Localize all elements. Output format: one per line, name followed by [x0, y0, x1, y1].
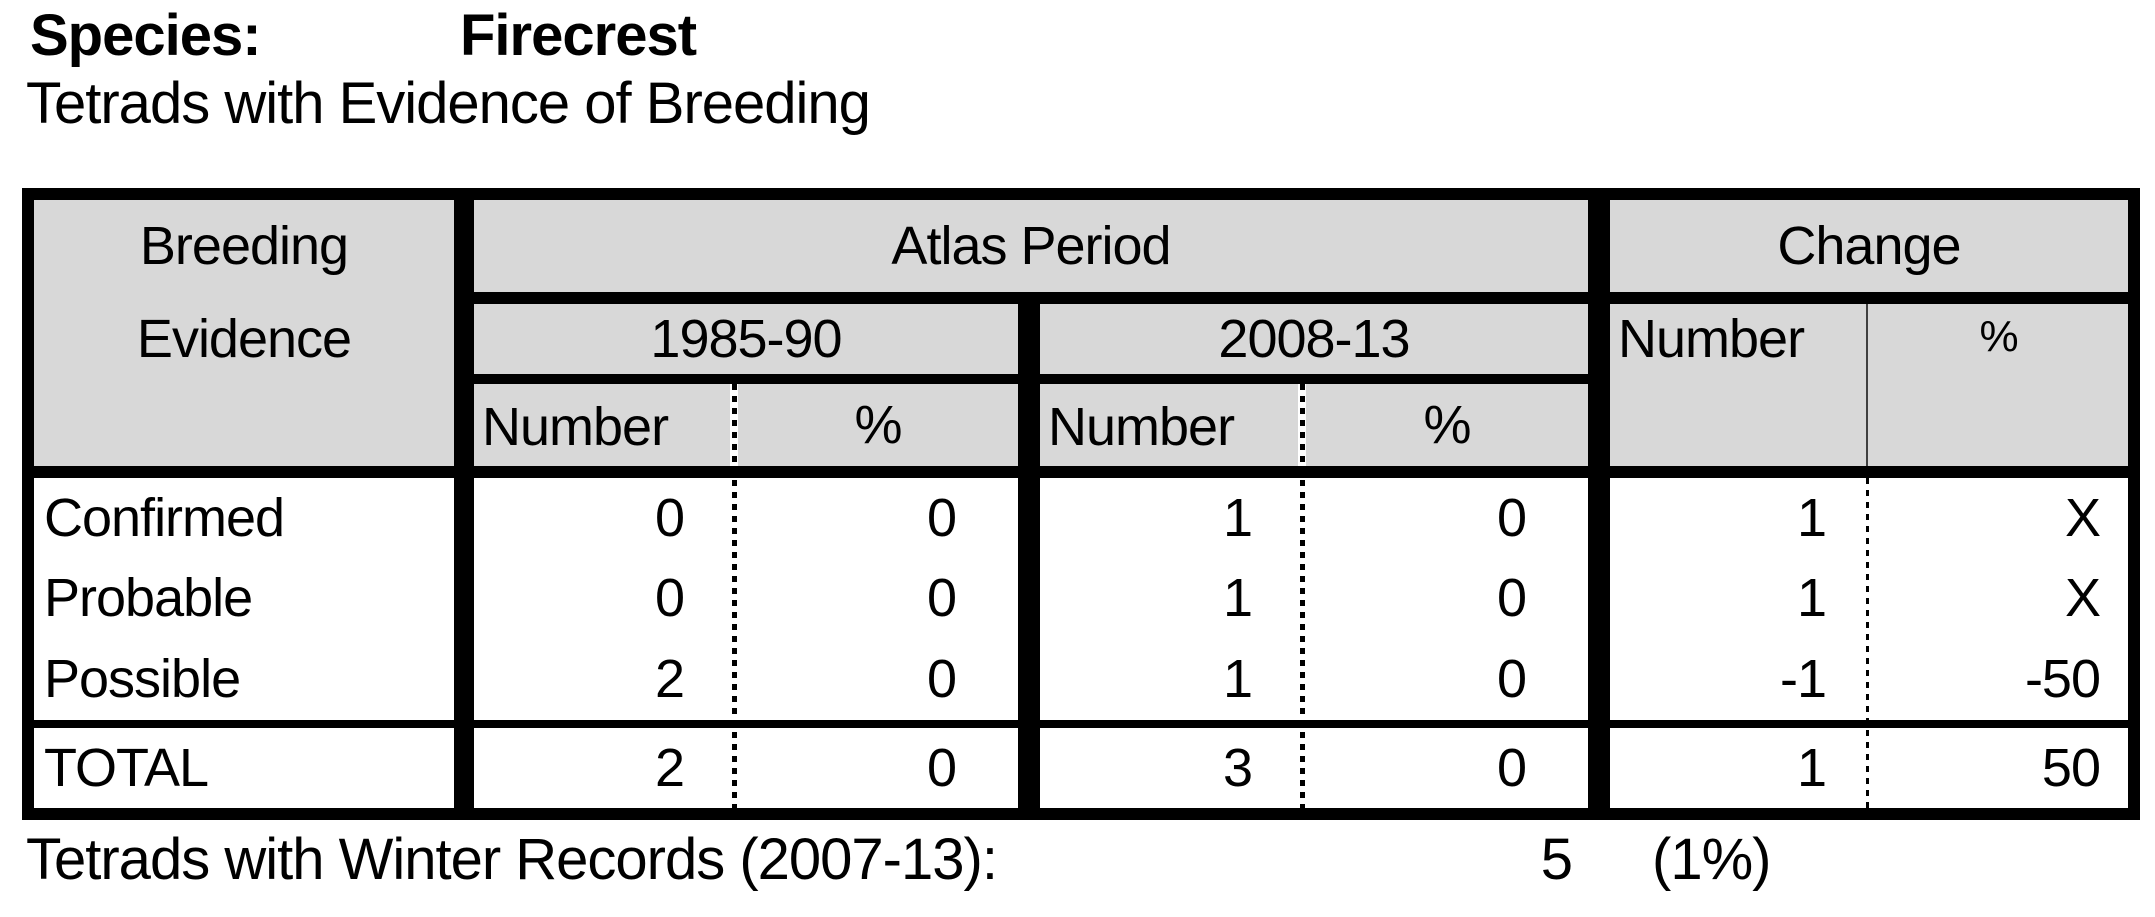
corner-header-line2: Evidence [136, 309, 352, 369]
data-cell: X [2064, 488, 2101, 548]
winter-records-line: Tetrads with Winter Records (2007-13): 5… [0, 826, 2155, 896]
data-cell: 0 [654, 568, 685, 628]
data-cell: 0 [926, 649, 957, 709]
data-cell: 0 [654, 488, 685, 548]
data-cell: 1 [1796, 738, 1827, 798]
period-1985-90-header: 1985-90 [474, 304, 1018, 374]
corner-header-line1: Breeding [139, 216, 349, 276]
corner-header: Breeding Evidence [34, 200, 454, 466]
row-label: Probable [44, 568, 253, 628]
data-cell: 0 [1496, 488, 1527, 548]
data-cell: -1 [1779, 649, 1827, 709]
horizontal-divider [474, 374, 1588, 384]
row-label: TOTAL [44, 738, 209, 798]
species-label: Species: [30, 3, 262, 68]
row-label: Confirmed [44, 488, 285, 548]
data-cell: 0 [1496, 649, 1527, 709]
change-percent-subheader: % [1869, 304, 2128, 466]
data-cell: 0 [1496, 738, 1527, 798]
horizontal-divider [34, 466, 2128, 478]
species-name: Firecrest [460, 3, 697, 68]
winter-records-percent: (1%) [1652, 827, 1771, 892]
data-cell: 50 [2041, 738, 2101, 798]
data-cell: X [2064, 568, 2101, 628]
table-subtitle: Tetrads with Evidence of Breeding [26, 71, 871, 136]
percent-subheader: % [1306, 384, 1588, 466]
dashed-divider [1866, 478, 1869, 808]
percent-subheader: % [738, 384, 1018, 466]
data-cell: 1 [1796, 488, 1827, 548]
data-cell: 0 [926, 738, 957, 798]
data-cell: 1 [1222, 568, 1253, 628]
dashed-divider [1298, 384, 1306, 808]
thin-divider [1866, 304, 1869, 466]
data-cell: 1 [1222, 488, 1253, 548]
dashed-divider [730, 384, 738, 808]
data-cell: 0 [926, 488, 957, 548]
winter-records-label: Tetrads with Winter Records (2007-13): [26, 827, 998, 892]
vertical-divider [1018, 200, 1040, 808]
number-subheader: Number [1040, 384, 1298, 466]
period-2008-13-header: 2008-13 [1040, 304, 1588, 374]
data-cell: 1 [1222, 649, 1253, 709]
horizontal-divider [34, 720, 2128, 728]
horizontal-divider [474, 292, 2128, 304]
vertical-divider [454, 200, 474, 808]
data-cell: -50 [2024, 649, 2101, 709]
data-cell: 2 [654, 738, 685, 798]
vertical-divider [1588, 200, 1610, 808]
data-cell: 1 [1796, 568, 1827, 628]
atlas-period-header: Atlas Period [474, 200, 1588, 292]
winter-records-count: 5 [1540, 827, 1573, 892]
number-subheader: Number [474, 384, 730, 466]
row-label: Possible [44, 649, 241, 709]
data-cell: 2 [654, 649, 685, 709]
breeding-evidence-table: Breeding Evidence Atlas Period Change 19… [22, 188, 2140, 820]
change-number-subheader: Number [1610, 304, 1866, 466]
change-header: Change [1610, 200, 2128, 292]
data-cell: 0 [1496, 568, 1527, 628]
data-cell: 0 [926, 568, 957, 628]
data-cell: 3 [1222, 738, 1253, 798]
